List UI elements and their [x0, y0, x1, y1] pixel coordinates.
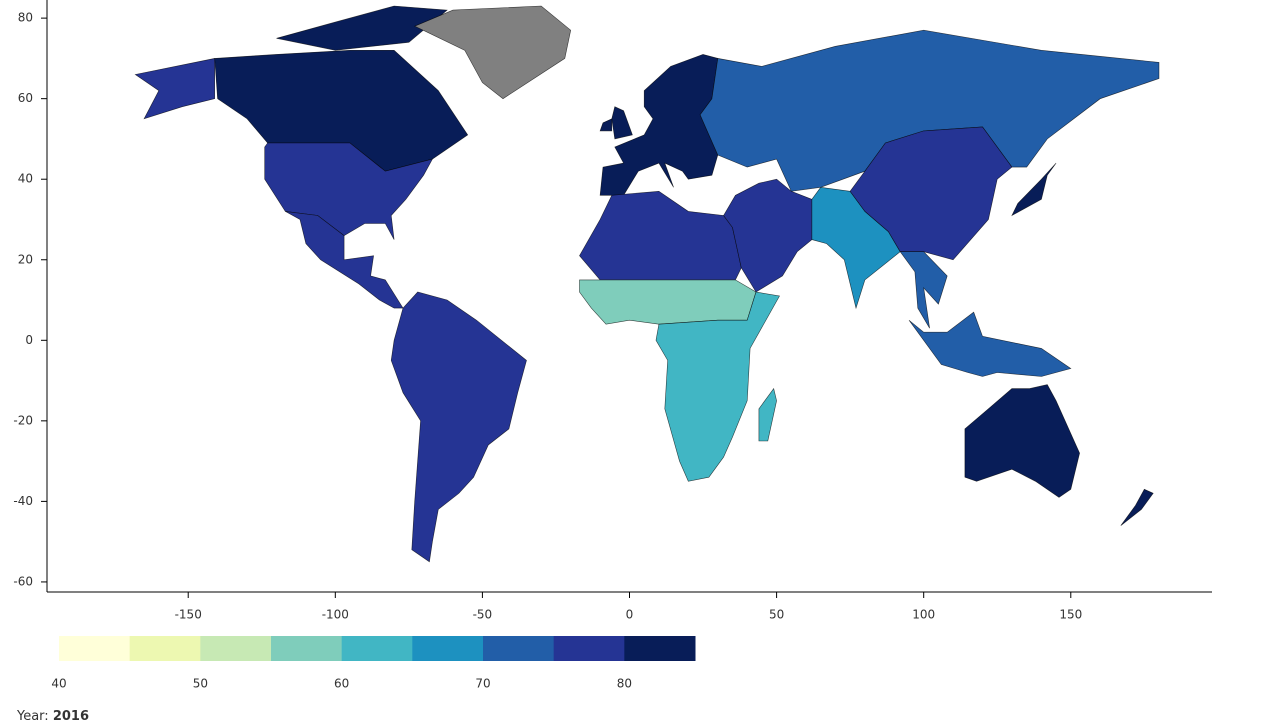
- y-tick-label: -60: [13, 574, 33, 588]
- y-tick-label: 20: [18, 252, 33, 266]
- y-tick-label: 0: [25, 333, 33, 347]
- colorbar-tick-label: 40: [51, 677, 66, 691]
- colorbar-swatch: [59, 636, 131, 661]
- region: [1120, 488, 1154, 526]
- y-tick-label: 60: [18, 91, 33, 105]
- colorbar-swatch: [412, 636, 484, 661]
- region: [811, 186, 901, 310]
- x-tick-label: 0: [626, 608, 634, 622]
- region: [579, 190, 742, 281]
- x-tick-label: -50: [473, 608, 493, 622]
- region: [899, 251, 1072, 377]
- colorbar-swatch: [483, 636, 555, 661]
- y-tick-label: 40: [18, 172, 33, 186]
- colorbar-swatch: [129, 636, 201, 661]
- region: [599, 54, 719, 196]
- region: [849, 126, 1013, 261]
- colorbar-swatch: [271, 636, 343, 661]
- colorbar-swatch: [200, 636, 272, 661]
- region: [390, 291, 527, 563]
- region: [758, 387, 777, 442]
- colorbar-swatch: [341, 636, 413, 661]
- colorbar-tick-label: 80: [617, 677, 632, 691]
- region: [599, 118, 613, 132]
- x-tick-label: 150: [1059, 608, 1082, 622]
- x-tick-label: 100: [912, 608, 935, 622]
- y-tick-label: 80: [18, 11, 33, 25]
- colorbar-swatch: [624, 636, 696, 661]
- x-tick-label: -100: [322, 608, 349, 622]
- region: [413, 5, 572, 100]
- colorbar-tick-label: 70: [475, 677, 490, 691]
- year-label-text: Year:: [16, 709, 49, 720]
- region: [655, 291, 780, 482]
- region: [1011, 162, 1057, 217]
- y-tick-label: -20: [13, 413, 33, 427]
- colorbar-tick-label: 60: [334, 677, 349, 691]
- x-tick-label: 50: [769, 608, 784, 622]
- x-tick-label: -150: [175, 608, 202, 622]
- region: [964, 384, 1080, 498]
- region: [134, 58, 215, 120]
- year-value: 2016: [53, 709, 89, 720]
- region: [579, 279, 757, 325]
- colorbar-swatch: [553, 636, 625, 661]
- year-label: Year: 2016: [16, 709, 89, 720]
- y-tick-label: -40: [13, 494, 33, 508]
- colorbar-tick-label: 50: [193, 677, 208, 691]
